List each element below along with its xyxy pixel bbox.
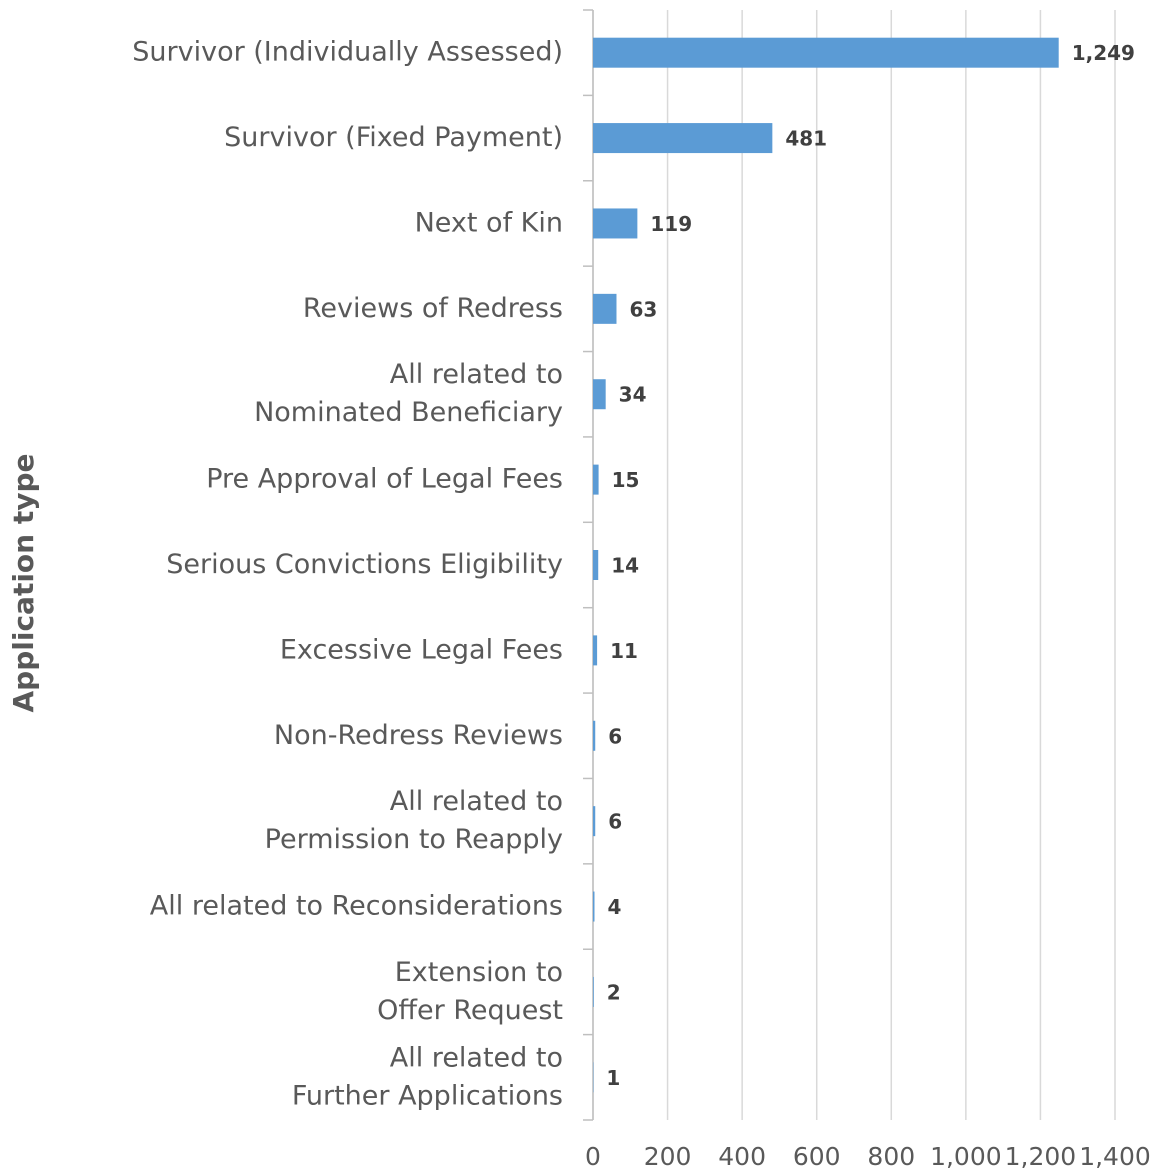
x-tick-label: 600 [793, 1142, 841, 1171]
bar [593, 720, 596, 751]
y-tick-label: Pre Approval of Legal Fees [206, 463, 563, 494]
y-tick-label: All related to Permission to Reapply [265, 786, 563, 855]
y-tick-label: Non-Redress Reviews [274, 719, 563, 750]
x-tick-label: 800 [867, 1142, 915, 1171]
y-axis-title: Application type [7, 453, 40, 712]
bar [593, 37, 1059, 68]
x-tick-label: 400 [718, 1142, 766, 1171]
y-tick-label: All related to Further Applications [292, 1042, 563, 1111]
bar [593, 806, 596, 837]
data-label: 15 [612, 468, 640, 492]
data-label: 6 [608, 810, 622, 834]
y-tick-label: Excessive Legal Fees [280, 634, 563, 665]
data-label: 1,249 [1072, 41, 1135, 65]
data-label: 14 [611, 554, 639, 578]
y-tick-label: Survivor (Individually Assessed) [132, 36, 563, 67]
bar [593, 293, 617, 324]
data-label: 481 [785, 127, 827, 151]
x-tick-label: 1,200 [1005, 1142, 1077, 1171]
data-label: 1 [606, 1066, 620, 1090]
x-tick-label: 200 [644, 1142, 692, 1171]
x-tick-label: 0 [585, 1142, 601, 1171]
bar [593, 123, 773, 154]
bar [593, 550, 599, 580]
bar [593, 891, 595, 922]
data-label: 11 [610, 639, 638, 663]
y-tick-label: Survivor (Fixed Payment) [224, 122, 563, 153]
y-tick-label: Serious Convictions Eligibility [166, 549, 563, 580]
bar [593, 464, 599, 495]
data-label: 2 [607, 980, 621, 1004]
y-tick-label: All related to Reconsiderations [150, 890, 563, 921]
data-label: 4 [607, 895, 621, 919]
y-tick-label: Next of Kin [415, 207, 563, 238]
y-tick-label: Extension to Offer Request [377, 956, 563, 1025]
x-tick-label: 1,400 [1079, 1142, 1151, 1171]
data-label: 63 [629, 297, 657, 321]
bar [593, 379, 606, 410]
y-tick-label: All related to Nominated Beneficiary [254, 359, 563, 428]
data-label: 34 [619, 383, 647, 407]
data-label: 6 [608, 724, 622, 748]
data-label: 119 [650, 212, 692, 236]
bar [593, 208, 638, 239]
y-tick-label: Reviews of Redress [303, 292, 563, 323]
x-tick-label: 1,000 [930, 1142, 1002, 1171]
bar [593, 976, 594, 1007]
bar [593, 635, 598, 666]
